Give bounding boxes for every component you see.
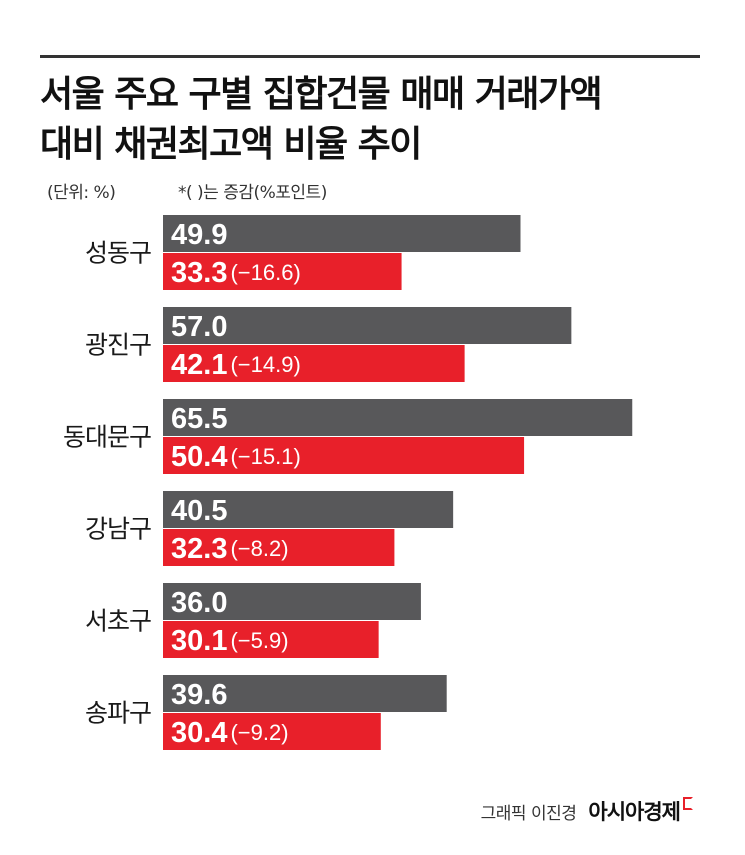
value-label-after: 42.1 <box>171 349 227 381</box>
category-label: 송파구 <box>85 699 151 728</box>
bar-after <box>163 713 381 750</box>
unit-note: (단위: %) <box>47 183 116 203</box>
credit-text: 그래픽 이진경 <box>480 803 577 824</box>
bar-after <box>163 529 395 566</box>
category-label: 강남구 <box>85 515 151 544</box>
bar-after <box>163 345 465 382</box>
value-label-after: 50.4 <box>171 441 227 473</box>
value-label-after: 32.3 <box>171 533 227 565</box>
value-label-before: 40.5 <box>171 495 227 527</box>
value-label-before: 36.0 <box>171 587 227 619</box>
title-line-1: 서울 주요 구별 집합건물 매매 거래가액 <box>40 74 603 115</box>
bar-before <box>163 491 454 528</box>
bar-chart: 성동구 49.9 33.3 (−16.6) 광진구 57.0 42.1 (−14.9) 동대문구… <box>63 215 633 750</box>
change-label: (−5.9) <box>230 628 288 653</box>
brand-mark-icon <box>683 796 693 810</box>
value-label-after: 30.4 <box>171 717 227 749</box>
change-label: (−8.2) <box>230 536 288 561</box>
category-label: 성동구 <box>85 239 151 268</box>
bar-after <box>163 253 402 290</box>
change-label: (−14.9) <box>230 352 300 377</box>
value-label-before: 39.6 <box>171 679 227 711</box>
category-label: 동대문구 <box>63 423 151 452</box>
bar-before <box>163 583 421 620</box>
value-label-before: 57.0 <box>171 311 227 343</box>
category-label: 서초구 <box>85 607 151 636</box>
value-label-before: 65.5 <box>171 403 227 435</box>
bar-before <box>163 307 572 344</box>
brand-logo: 아시아경제 <box>588 800 681 824</box>
bar-before <box>163 399 633 436</box>
bar-before <box>163 215 521 252</box>
value-label-after: 33.3 <box>171 257 227 289</box>
bar-after <box>163 621 379 658</box>
chart-title: 서울 주요 구별 집합건물 매매 거래가액 대비 채권최고액 비율 추이 <box>40 70 720 170</box>
change-note: *( )는 증감(%포인트) <box>178 183 327 203</box>
bar-before <box>163 675 447 712</box>
bar-after <box>163 437 525 474</box>
change-label: (−16.6) <box>230 260 300 285</box>
category-label: 광진구 <box>85 331 151 360</box>
title-line-2: 대비 채권최고액 비율 추이 <box>40 124 422 165</box>
top-rule <box>40 55 700 58</box>
value-label-before: 49.9 <box>171 219 227 251</box>
credit: 그래픽 이진경 아시아경제 <box>481 796 693 826</box>
value-label-after: 30.1 <box>171 625 227 657</box>
change-label: (−9.2) <box>230 720 288 745</box>
change-label: (−15.1) <box>230 444 300 469</box>
